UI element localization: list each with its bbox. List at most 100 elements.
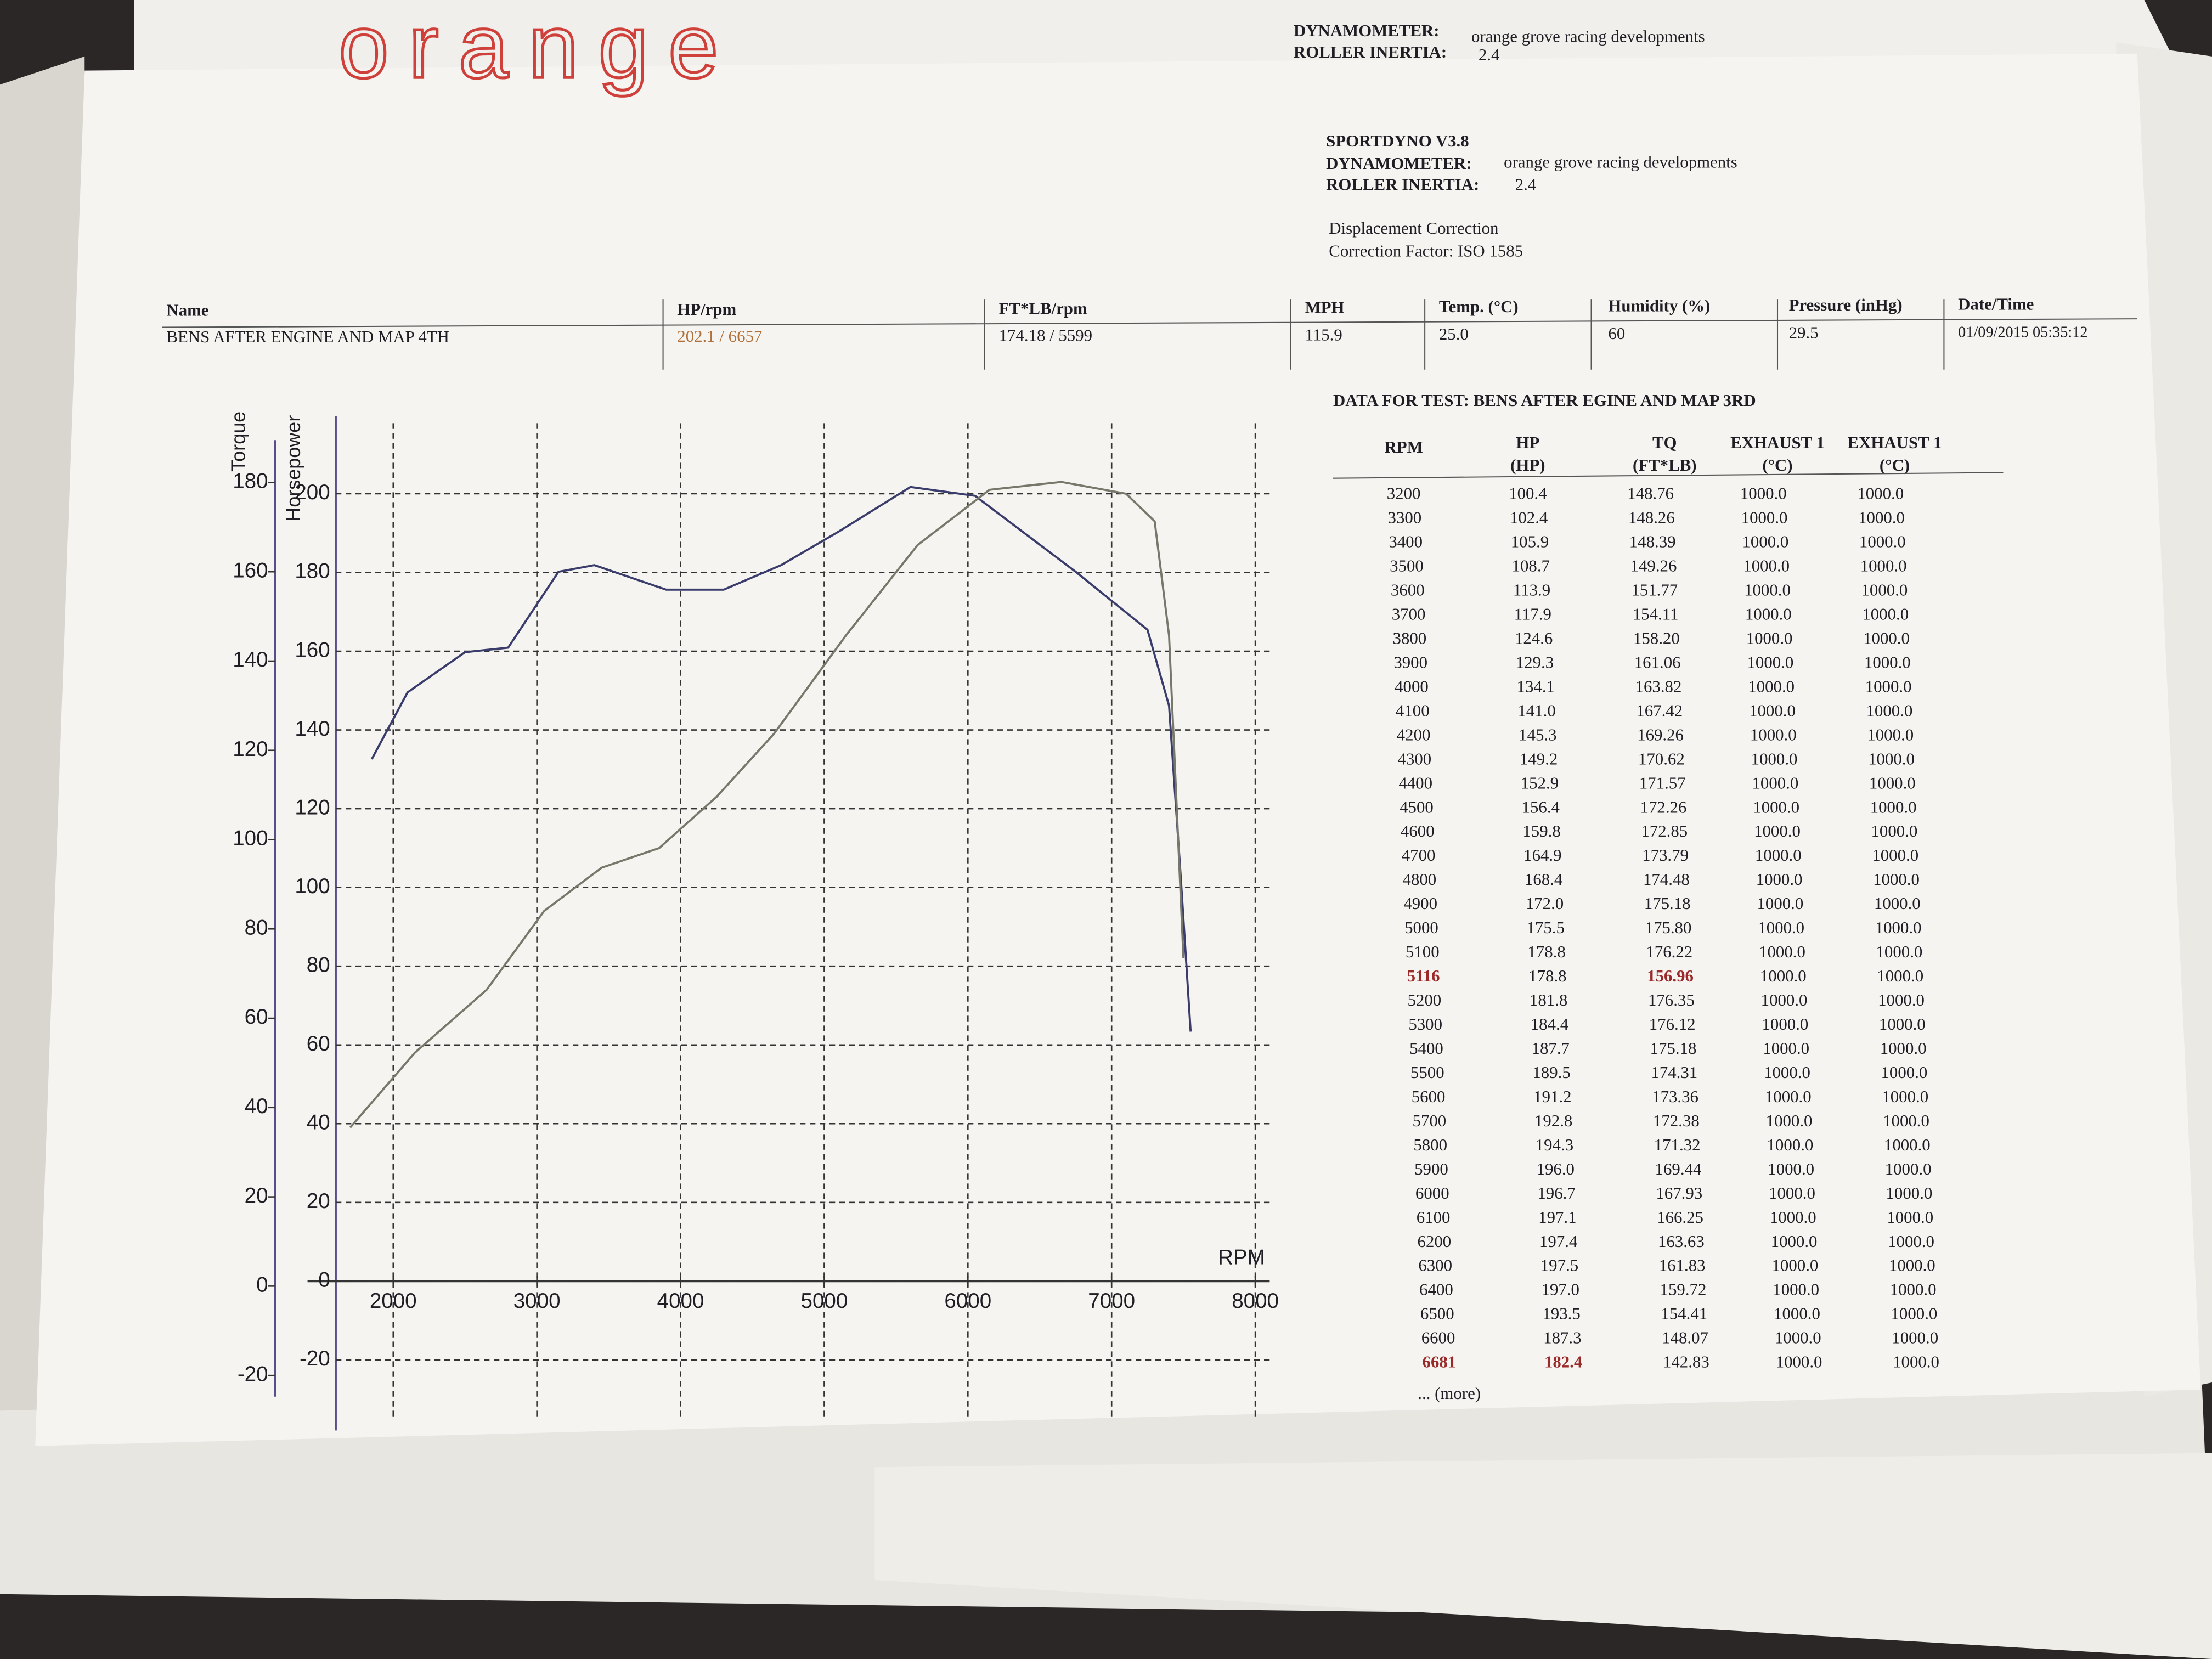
- table-cell: 161.83: [1659, 1256, 1706, 1275]
- table-cell: 154.11: [1633, 605, 1679, 624]
- table-cell: 1000.0: [1760, 967, 1807, 985]
- back-inertia-label: ROLLER INERTIA:: [1294, 43, 1447, 61]
- table-cell: 5000: [1404, 918, 1438, 937]
- table-cell: 4600: [1401, 822, 1435, 840]
- table-cell: 173.36: [1652, 1087, 1699, 1106]
- table-cell: 6600: [1421, 1329, 1455, 1347]
- column-header: (°C): [1880, 456, 1910, 475]
- table-cell: 163.63: [1658, 1232, 1705, 1251]
- table-cell: 3700: [1392, 605, 1426, 624]
- back-sheet: [134, 0, 2180, 71]
- header-value: 202.1 / 6657: [677, 327, 762, 346]
- hp-tick-label: 100: [295, 874, 330, 898]
- table-cell: 1000.0: [1759, 943, 1805, 961]
- table-cell: 172.85: [1641, 822, 1688, 840]
- hp-tick-label: 200: [295, 481, 330, 504]
- table-cell: 6300: [1418, 1256, 1452, 1275]
- table-cell: 196.0: [1537, 1160, 1575, 1178]
- table-cell: 172.26: [1640, 798, 1687, 816]
- table-cell: 1000.0: [1857, 484, 1904, 503]
- header-value: 01/09/2015 05:35:12: [1958, 324, 2087, 341]
- table-cell: 148.07: [1662, 1329, 1708, 1347]
- table-cell: 167.93: [1656, 1184, 1702, 1203]
- hp-tick-label: 80: [307, 953, 330, 977]
- table-cell: 176.35: [1648, 991, 1695, 1009]
- table-cell: 1000.0: [1884, 1136, 1931, 1154]
- table-cell: 1000.0: [1866, 701, 1913, 720]
- software: SPORTDYNO V3.8: [1326, 132, 1469, 150]
- header-value: 25.0: [1439, 325, 1469, 343]
- table-cell: 159.72: [1660, 1280, 1707, 1299]
- table-cell: 189.5: [1532, 1063, 1570, 1082]
- column-header: TQ: [1652, 433, 1677, 452]
- table-cell: 181.8: [1530, 991, 1567, 1009]
- table-cell: 4100: [1396, 701, 1430, 720]
- table-cell: 1000.0: [1755, 846, 1802, 865]
- table-cell: 1000.0: [1877, 967, 1923, 985]
- table-cell: 1000.0: [1757, 894, 1803, 913]
- header-label: Humidity (%): [1608, 297, 1710, 315]
- table-cell: 191.2: [1533, 1087, 1571, 1106]
- table-cell: 1000.0: [1882, 1087, 1928, 1106]
- torque-tick-label: -20: [238, 1362, 268, 1386]
- table-cell: 151.77: [1631, 581, 1678, 600]
- table-cell: 1000.0: [1874, 894, 1921, 913]
- table-cell: 173.79: [1642, 846, 1689, 865]
- hp-tick-label: 60: [307, 1032, 330, 1056]
- table-cell: 1000.0: [1750, 725, 1797, 744]
- table-cell: 1000.0: [1888, 1232, 1934, 1251]
- table-cell: 1000.0: [1887, 1208, 1933, 1227]
- table-cell: 141.0: [1517, 701, 1555, 720]
- torque-tick-label: 0: [256, 1273, 268, 1297]
- table-cell: 1000.0: [1744, 581, 1791, 600]
- table-cell: 1000.0: [1764, 1063, 1810, 1082]
- torque-axis-title: Torque: [227, 411, 250, 472]
- table-cell: 169.44: [1655, 1160, 1702, 1178]
- table-cell: 161.06: [1634, 653, 1681, 672]
- table-cell: 6400: [1419, 1280, 1453, 1299]
- table-cell: 100.4: [1509, 484, 1547, 503]
- curve: [370, 486, 1192, 1032]
- table-cell: 149.26: [1630, 557, 1677, 575]
- table-cell: 5600: [1412, 1087, 1446, 1106]
- table-cell: 158.20: [1633, 629, 1680, 647]
- table-cell: 1000.0: [1890, 1280, 1937, 1299]
- table-cell: 156.4: [1522, 798, 1560, 816]
- table-cell: 194.3: [1536, 1136, 1573, 1154]
- table-cell: 1000.0: [1875, 918, 1922, 937]
- table-cell: 3200: [1387, 484, 1421, 503]
- hp-axis-title: Horsepower: [282, 415, 304, 522]
- table-cell: 175.5: [1527, 918, 1565, 937]
- hp-tick-label: -20: [300, 1347, 330, 1370]
- table-cell: 152.9: [1521, 774, 1559, 792]
- table-cell: 1000.0: [1769, 1184, 1815, 1203]
- table-cell: 1000.0: [1880, 1039, 1927, 1058]
- table-cell: 5700: [1413, 1111, 1447, 1130]
- back-dyno-label: DYNAMOMETER:: [1294, 21, 1440, 40]
- table-cell: 163.82: [1635, 677, 1682, 696]
- table-cell: 1000.0: [1871, 822, 1918, 840]
- table-cell: 4300: [1398, 749, 1432, 768]
- header-label: Name: [166, 301, 208, 319]
- header-label: Pressure (inHg): [1789, 296, 1903, 314]
- table-cell: 5100: [1406, 943, 1440, 961]
- table-cell: 1000.0: [1740, 484, 1787, 503]
- table-cell: 168.4: [1525, 870, 1562, 889]
- table-cell: 1000.0: [1768, 1160, 1814, 1178]
- table-cell: 192.8: [1534, 1111, 1572, 1130]
- table-cell: 1000.0: [1886, 1184, 1933, 1203]
- table-cell: 196.7: [1537, 1184, 1575, 1203]
- table-cell: 1000.0: [1865, 677, 1912, 696]
- torque-tick-label: 180: [233, 470, 268, 493]
- header-value: 115.9: [1305, 325, 1342, 344]
- more: ... (more): [1418, 1384, 1481, 1403]
- table-cell: 159.8: [1522, 822, 1560, 840]
- table-cell: 1000.0: [1872, 846, 1918, 865]
- table-cell: 145.3: [1519, 725, 1556, 744]
- table-cell: 1000.0: [1869, 774, 1916, 792]
- table-cell: 148.39: [1629, 533, 1676, 551]
- hp-tick-label: 20: [307, 1189, 330, 1213]
- table-cell: 5800: [1413, 1136, 1447, 1154]
